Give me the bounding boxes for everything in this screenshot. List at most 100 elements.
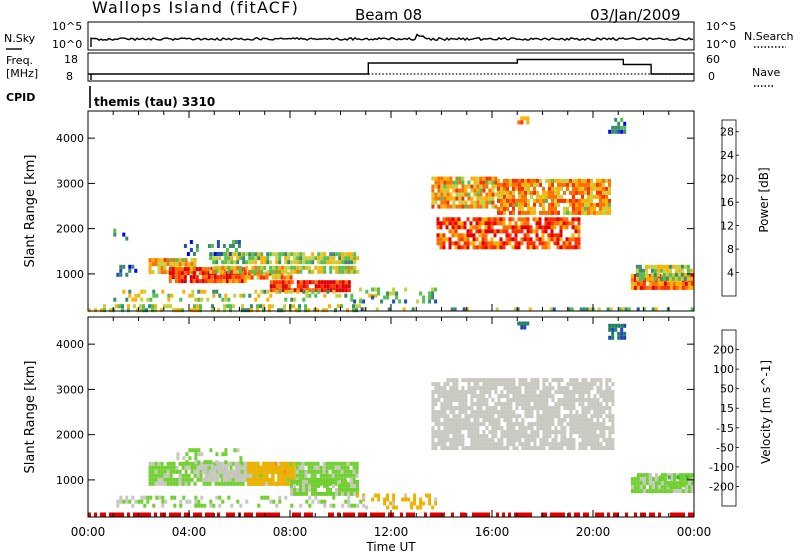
heatmap-cell xyxy=(257,503,261,508)
heatmap-cell xyxy=(163,473,167,478)
heatmap-cell xyxy=(581,378,585,383)
heatmap-cell xyxy=(520,221,524,226)
heatmap-cell xyxy=(536,418,540,423)
heatmap-cell xyxy=(431,398,435,403)
heatmap-cell xyxy=(584,438,588,443)
heatmap-cell xyxy=(349,477,353,482)
heatmap-cell xyxy=(496,241,500,246)
heatmap-cell xyxy=(319,477,323,482)
heatmap-cell xyxy=(590,426,594,431)
heatmap-cell xyxy=(544,245,548,250)
heatmap-cell xyxy=(410,505,414,510)
heatmap-cell xyxy=(605,406,609,411)
heatmap-cell xyxy=(544,241,548,246)
heatmap-cell xyxy=(642,485,646,490)
heatmap-cell xyxy=(517,245,521,250)
heatmap-cell xyxy=(383,295,387,300)
heatmap-cell xyxy=(210,275,214,280)
heatmap-cell xyxy=(458,426,462,431)
heatmap-cell xyxy=(657,285,661,290)
heatmap-cell xyxy=(509,390,513,395)
heatmap-cell xyxy=(479,188,483,193)
heatmap-cell xyxy=(272,252,276,257)
heatmap-cell xyxy=(263,495,267,500)
heatmap-cell xyxy=(524,402,528,407)
heatmap-cell xyxy=(341,491,344,496)
heatmap-cell xyxy=(313,308,316,313)
heatmap-cell xyxy=(469,241,473,246)
heatmap-cell xyxy=(563,406,567,411)
heatmap-cell xyxy=(314,479,317,484)
heatmap-cell xyxy=(642,307,646,312)
heatmap-cell xyxy=(290,260,294,265)
heatmap-cell xyxy=(455,394,459,399)
heatmap-cell xyxy=(272,284,276,289)
heatmap-cell xyxy=(325,473,329,478)
heatmap-cell xyxy=(239,256,243,261)
heatmap-cell xyxy=(332,479,335,484)
colorbar-tick-label: 16 xyxy=(720,196,734,209)
heatmap-cell xyxy=(500,394,504,399)
heatmap-cell xyxy=(473,188,477,193)
x-tick-label: 08:00 xyxy=(273,525,308,539)
noise-panel-frame xyxy=(87,21,695,51)
heatmap-cell xyxy=(515,414,519,419)
heatmap-cell xyxy=(614,129,618,134)
heatmap-cell xyxy=(257,252,261,257)
heatmap-cell xyxy=(160,461,164,466)
heatmap-cell xyxy=(461,192,465,197)
heatmap-cell xyxy=(488,406,492,411)
heatmap-cell xyxy=(673,483,677,488)
heatmap-cell xyxy=(563,386,567,391)
heatmap-cell xyxy=(516,307,520,312)
heatmap-cell xyxy=(482,200,486,205)
heatmap-cell xyxy=(663,477,667,482)
heatmap-cell xyxy=(322,308,325,313)
heatmap-cell xyxy=(551,202,554,207)
heatmap-cell xyxy=(340,461,344,466)
heatmap-cell xyxy=(190,461,194,466)
heatmap-cell xyxy=(363,307,367,312)
heatmap-cell xyxy=(458,196,462,201)
heatmap-cell xyxy=(560,402,564,407)
heatmap-cell xyxy=(231,240,235,244)
heatmap-cell xyxy=(452,398,456,403)
heatmap-cell xyxy=(512,414,516,419)
heatmap-cell xyxy=(556,245,560,250)
heatmap-cell xyxy=(257,269,261,274)
heatmap-cell xyxy=(515,422,519,427)
heatmap-cell xyxy=(458,176,462,181)
heatmap-cell xyxy=(175,258,179,263)
heatmap-cell xyxy=(523,233,527,238)
heatmap-cell xyxy=(201,275,205,280)
heatmap-cell xyxy=(565,241,569,246)
heatmap-cell xyxy=(557,202,560,207)
heatmap-cell xyxy=(443,434,447,439)
heatmap-cell xyxy=(338,284,342,289)
heatmap-cell xyxy=(458,402,462,407)
heatmap-cell xyxy=(191,289,195,294)
heatmap-cell xyxy=(196,465,200,470)
heatmap-cell xyxy=(553,225,557,230)
heatmap-cell xyxy=(148,266,152,271)
heatmap-cell xyxy=(371,295,375,300)
heatmap-cell xyxy=(277,469,281,474)
heatmap-cell xyxy=(527,386,531,391)
heatmap-cell xyxy=(611,442,615,447)
heatmap-cell xyxy=(191,293,195,298)
heatmap-cell xyxy=(529,512,532,517)
heatmap-cell xyxy=(244,465,248,470)
heatmap-cell xyxy=(200,289,204,294)
heatmap-cell xyxy=(545,178,548,183)
heatmap-cell xyxy=(524,406,528,411)
heatmap-cell xyxy=(225,248,229,252)
heatmap-cell xyxy=(476,426,480,431)
heatmap-cell xyxy=(584,382,588,387)
heatmap-cell xyxy=(184,469,188,474)
heatmap-cell xyxy=(472,233,476,238)
heatmap-cell xyxy=(163,512,166,517)
heatmap-cell xyxy=(323,499,327,504)
heatmap-cell xyxy=(319,469,323,474)
heatmap-cell xyxy=(346,512,349,517)
heatmap-cell xyxy=(521,426,525,431)
